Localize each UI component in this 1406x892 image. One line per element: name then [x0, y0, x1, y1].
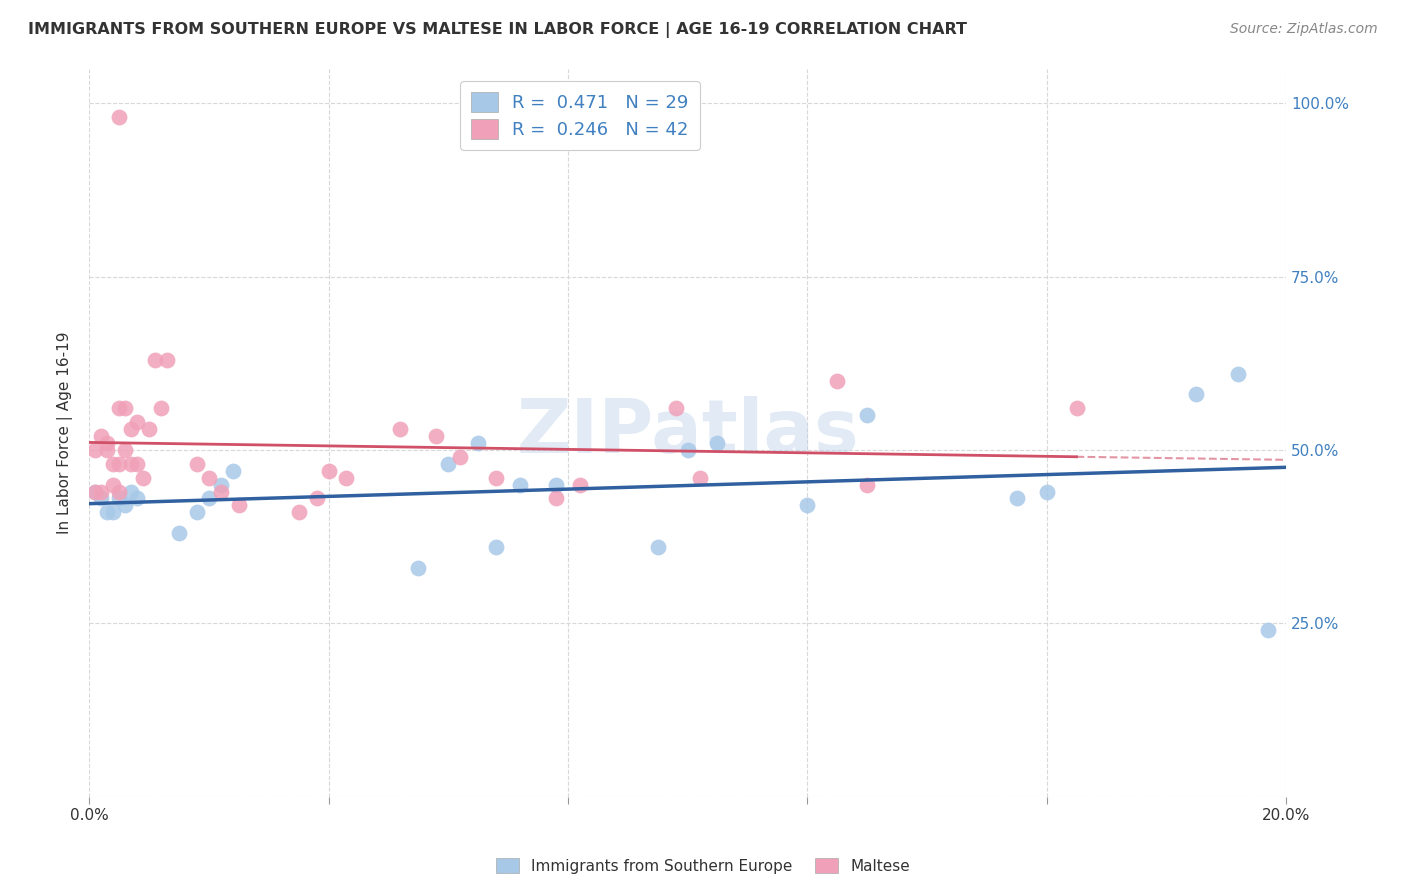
Point	[120, 484, 142, 499]
Point	[84, 484, 107, 499]
Point	[544, 477, 567, 491]
Legend: R =  0.471   N = 29, R =  0.246   N = 42: R = 0.471 N = 29, R = 0.246 N = 42	[460, 81, 700, 150]
Point	[156, 352, 179, 367]
Point	[856, 477, 879, 491]
Point	[485, 471, 508, 485]
Point	[856, 409, 879, 423]
Point	[485, 540, 508, 554]
Point	[406, 561, 429, 575]
Point	[114, 442, 136, 457]
Point	[1185, 387, 1208, 401]
Point	[96, 442, 118, 457]
Point	[138, 422, 160, 436]
Point	[467, 436, 489, 450]
Point	[209, 477, 232, 491]
Point	[568, 477, 591, 491]
Point	[186, 505, 208, 519]
Point	[228, 499, 250, 513]
Point	[108, 484, 131, 499]
Point	[825, 374, 848, 388]
Point	[1066, 401, 1088, 416]
Text: IMMIGRANTS FROM SOUTHERN EUROPE VS MALTESE IN LABOR FORCE | AGE 16-19 CORRELATIO: IMMIGRANTS FROM SOUTHERN EUROPE VS MALTE…	[28, 22, 967, 38]
Point	[167, 526, 190, 541]
Point	[425, 429, 447, 443]
Point	[222, 464, 245, 478]
Point	[1005, 491, 1028, 506]
Point	[335, 471, 357, 485]
Point	[125, 457, 148, 471]
Point	[132, 471, 155, 485]
Point	[90, 491, 112, 506]
Point	[437, 457, 460, 471]
Y-axis label: In Labor Force | Age 16-19: In Labor Force | Age 16-19	[58, 331, 73, 533]
Point	[796, 499, 818, 513]
Point	[509, 477, 531, 491]
Point	[84, 442, 107, 457]
Point	[90, 429, 112, 443]
Point	[143, 352, 166, 367]
Point	[114, 401, 136, 416]
Point	[101, 505, 124, 519]
Point	[125, 491, 148, 506]
Point	[209, 484, 232, 499]
Point	[108, 457, 131, 471]
Point	[1257, 624, 1279, 638]
Point	[449, 450, 471, 464]
Point	[706, 436, 728, 450]
Point	[544, 491, 567, 506]
Point	[114, 499, 136, 513]
Point	[96, 436, 118, 450]
Point	[676, 442, 699, 457]
Point	[198, 471, 221, 485]
Point	[318, 464, 340, 478]
Point	[149, 401, 172, 416]
Point	[101, 457, 124, 471]
Point	[305, 491, 328, 506]
Point	[90, 484, 112, 499]
Point	[665, 401, 688, 416]
Point	[108, 491, 131, 506]
Point	[120, 457, 142, 471]
Point	[186, 457, 208, 471]
Legend: Immigrants from Southern Europe, Maltese: Immigrants from Southern Europe, Maltese	[489, 852, 917, 880]
Point	[125, 415, 148, 429]
Point	[689, 471, 711, 485]
Point	[120, 422, 142, 436]
Text: ZIPatlas: ZIPatlas	[516, 396, 859, 469]
Point	[108, 110, 131, 124]
Text: Source: ZipAtlas.com: Source: ZipAtlas.com	[1230, 22, 1378, 37]
Point	[198, 491, 221, 506]
Point	[647, 540, 669, 554]
Point	[101, 477, 124, 491]
Point	[389, 422, 412, 436]
Point	[1227, 367, 1250, 381]
Point	[84, 484, 107, 499]
Point	[108, 401, 131, 416]
Point	[287, 505, 309, 519]
Point	[1035, 484, 1057, 499]
Point	[96, 505, 118, 519]
